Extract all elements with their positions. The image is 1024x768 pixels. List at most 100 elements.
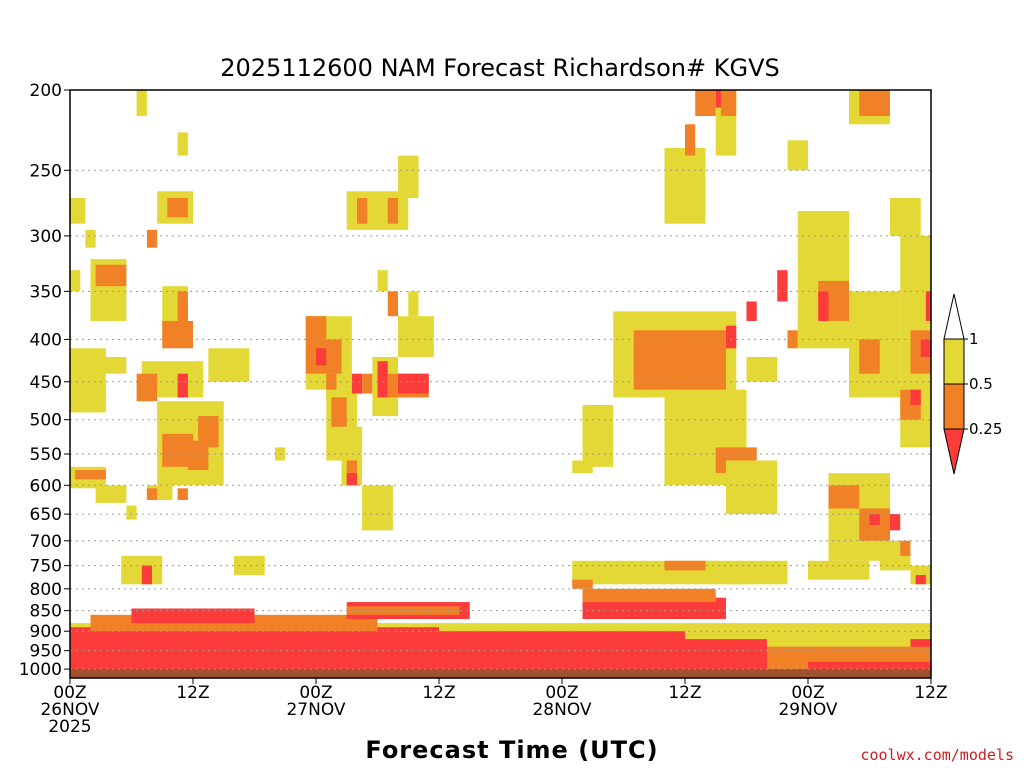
y-tick-label: 650	[30, 505, 62, 525]
ri-cell-red	[131, 608, 255, 624]
colorbar-legend: 1 0.5 0.25	[943, 293, 1002, 475]
ri-cell-orange	[859, 90, 890, 117]
ri-cell-orange	[177, 291, 188, 321]
y-tick-label: 550	[30, 445, 62, 465]
ri-cell-red	[920, 339, 931, 357]
x-tick-label: 00Z	[545, 683, 578, 703]
ri-cell-yellow	[362, 485, 393, 531]
ri-cell-red	[377, 361, 388, 398]
ri-cell-orange	[326, 373, 337, 398]
ri-cell-red	[346, 473, 357, 486]
ri-cell-orange	[146, 488, 158, 500]
ri-cell-yellow	[582, 405, 614, 467]
ri-cell-orange	[387, 197, 398, 224]
x-tick-label: 12Z	[176, 683, 209, 703]
ri-cell-yellow	[70, 356, 127, 374]
ri-cell-red	[398, 373, 429, 394]
x-tick-label: 12Z	[422, 683, 455, 703]
ri-cell-yellow	[70, 270, 81, 292]
ri-cell-red	[808, 661, 931, 673]
y-tick-label: 850	[30, 602, 62, 622]
x-tick-label: 26NOV	[40, 700, 99, 720]
ri-cell-orange	[695, 90, 716, 117]
ri-cell-yellow	[726, 570, 747, 585]
ri-cell-yellow	[136, 90, 147, 117]
x-tick-label: 00Z	[791, 683, 824, 703]
x-tick-label: 12Z	[668, 683, 701, 703]
ri-cell-orange	[146, 229, 158, 248]
ri-cell-red	[818, 291, 829, 321]
ri-cell-yellow	[208, 348, 250, 382]
ri-cell-yellow	[890, 197, 921, 236]
ri-cell-orange	[387, 291, 398, 317]
y-tick-label: 450	[30, 373, 62, 393]
ri-cell-yellow	[85, 229, 96, 248]
colorbar-orange	[943, 383, 965, 430]
ri-cell-orange	[95, 264, 127, 287]
ri-cell-red	[177, 373, 188, 398]
x-tick-label: 29NOV	[778, 700, 837, 720]
ri-cell-red	[141, 565, 152, 585]
x-tick-label: 12Z	[914, 683, 947, 703]
ri-cell-orange	[346, 606, 460, 615]
ri-cell-red	[890, 514, 901, 531]
ri-cell-yellow	[808, 560, 870, 580]
ri-cell-yellow	[797, 211, 849, 349]
ri-cell-yellow	[787, 140, 808, 171]
y-tick-label: 950	[30, 642, 62, 662]
ri-cell-orange	[162, 320, 193, 349]
ri-cell-orange	[136, 373, 158, 402]
colorbar-label: 0.5	[969, 375, 993, 393]
y-tick-label: 750	[30, 557, 62, 577]
ri-cell-orange	[859, 339, 880, 374]
ri-cell-yellow	[126, 505, 137, 520]
ri-cell-red	[439, 631, 685, 673]
ri-cell-red	[351, 373, 363, 394]
ri-cell-orange	[362, 373, 373, 394]
heatmap-cells	[70, 90, 931, 678]
y-tick-label: 500	[30, 411, 62, 431]
y-tick-label: 600	[30, 476, 62, 496]
chart-title: 2025112600 NAM Forecast Richardson# KGVS	[220, 54, 779, 82]
ri-cell-red	[915, 575, 926, 585]
ri-cell-yellow	[377, 270, 388, 292]
y-axis-ticks: 200 250 300 350 400 450 500 550 600 650 700 750 8008…	[19, 81, 70, 680]
ri-cell-orange	[198, 416, 219, 448]
colorbar-top-triangle	[943, 293, 965, 340]
ri-cell-red	[925, 291, 931, 321]
ri-cell-yellow	[70, 197, 86, 224]
x-tick-label: 27NOV	[286, 700, 345, 720]
credit-text: coolwx.com/models	[860, 746, 1014, 764]
x-tick-label: 00Z	[299, 683, 332, 703]
ri-cell-orange	[685, 124, 696, 156]
ri-cell-orange	[900, 540, 911, 556]
colorbar-yellow	[943, 338, 965, 385]
ri-cell-red	[777, 270, 788, 302]
ri-cell-yellow	[726, 460, 778, 515]
ri-cell-orange	[75, 469, 106, 480]
y-tick-label: 400	[30, 330, 62, 350]
ri-cell-red	[910, 389, 921, 406]
x-tick-label: 2025	[48, 717, 91, 737]
ri-cell-orange	[582, 588, 716, 603]
colorbar-bottom-triangle	[943, 428, 965, 475]
ri-cell-yellow	[398, 155, 419, 198]
ri-cell-orange	[167, 197, 188, 218]
ri-cell-orange	[572, 579, 593, 589]
colorbar-label: 1	[969, 330, 979, 348]
y-tick-label: 350	[30, 282, 62, 302]
ground-band	[70, 669, 931, 678]
x-axis-label: Forecast Time (UTC)	[365, 736, 658, 764]
ri-cell-red	[70, 627, 439, 673]
ri-cell-yellow	[95, 485, 127, 503]
x-tick-label: 00Z	[53, 683, 86, 703]
ri-cell-yellow	[234, 555, 265, 576]
ri-cell-red	[582, 597, 726, 620]
ri-cell-orange	[331, 397, 347, 427]
ri-cell-orange	[787, 330, 798, 349]
ri-cell-orange	[664, 560, 706, 571]
ri-cell-red	[726, 325, 737, 349]
y-tick-label: 300	[30, 227, 62, 247]
ri-cell-yellow	[177, 132, 188, 156]
